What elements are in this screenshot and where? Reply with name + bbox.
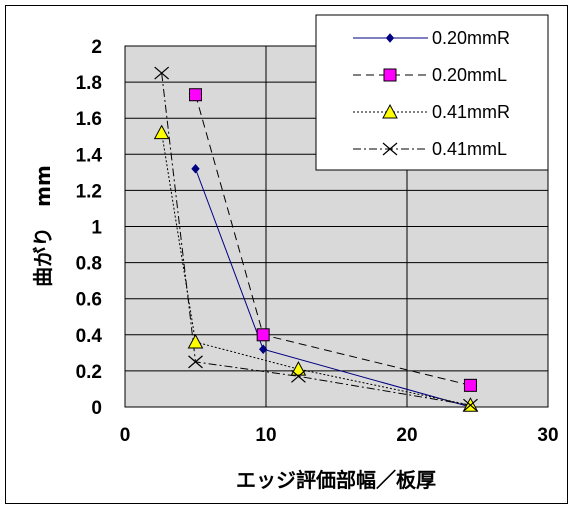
y-tick-label: 0.6 bbox=[76, 290, 102, 311]
x-tick-label: 30 bbox=[537, 425, 558, 446]
legend-marker bbox=[382, 103, 398, 119]
data-point-series-4 bbox=[291, 369, 306, 383]
data-point-series-1 bbox=[259, 344, 268, 354]
data-point-series-1 bbox=[191, 163, 200, 174]
legend-label: 0.41mmR bbox=[432, 102, 510, 122]
y-tick-label: 1.8 bbox=[76, 73, 102, 94]
y-tick-label: 0.2 bbox=[76, 362, 102, 383]
legend-label: 0.20mmL bbox=[432, 65, 507, 85]
y-axis-title: 曲がり mm bbox=[31, 165, 55, 287]
legend-label: 0.20mmR bbox=[432, 28, 510, 48]
y-tick-label: 0.4 bbox=[76, 326, 103, 347]
x-axis-title: エッジ評価部幅／板厚 bbox=[236, 468, 436, 492]
series-line-3 bbox=[161, 132, 471, 406]
x-tick-label: 10 bbox=[255, 425, 276, 446]
data-point-series-2 bbox=[189, 88, 202, 102]
data-point-series-3 bbox=[290, 361, 307, 376]
legend-marker bbox=[382, 142, 398, 156]
y-tick-label: 0 bbox=[91, 398, 102, 419]
series-markers bbox=[153, 66, 479, 412]
legend-box bbox=[315, 14, 549, 171]
data-point-series-3 bbox=[187, 333, 204, 349]
data-point-series-3 bbox=[153, 124, 170, 140]
x-tick-label: 0 bbox=[120, 425, 131, 446]
x-axis-tick-labels: 0 10 20 30 bbox=[120, 425, 559, 446]
data-point-series-4 bbox=[463, 398, 478, 412]
data-point-series-2 bbox=[256, 328, 270, 342]
y-tick-label: 1.2 bbox=[76, 181, 102, 202]
y-tick-label: 1.6 bbox=[76, 109, 102, 130]
y-tick-label: 0.8 bbox=[76, 254, 102, 275]
x-tick-label: 20 bbox=[396, 425, 417, 446]
legend-items: 0.20mmR 0.20mmL 0.41mmR 0.41mmL bbox=[353, 28, 510, 159]
legend-label: 0.41mmL bbox=[432, 139, 507, 159]
data-point-series-4 bbox=[188, 355, 203, 369]
legend-marker bbox=[383, 68, 397, 82]
series-line-4 bbox=[161, 73, 471, 406]
data-point-series-4 bbox=[154, 66, 170, 80]
legend-marker bbox=[385, 33, 395, 43]
y-tick-label: 1 bbox=[91, 218, 102, 239]
y-tick-label: 2 bbox=[91, 37, 102, 58]
y-tick-label: 1.4 bbox=[76, 145, 103, 166]
y-axis-tick-labels: 0 0.2 0.4 0.6 0.8 1 1.2 1.4 1.6 1.8 2 bbox=[76, 37, 103, 419]
legend: 0.20mmR 0.20mmL 0.41mmR 0.41mmL bbox=[315, 14, 549, 171]
data-point-series-2 bbox=[463, 378, 477, 392]
